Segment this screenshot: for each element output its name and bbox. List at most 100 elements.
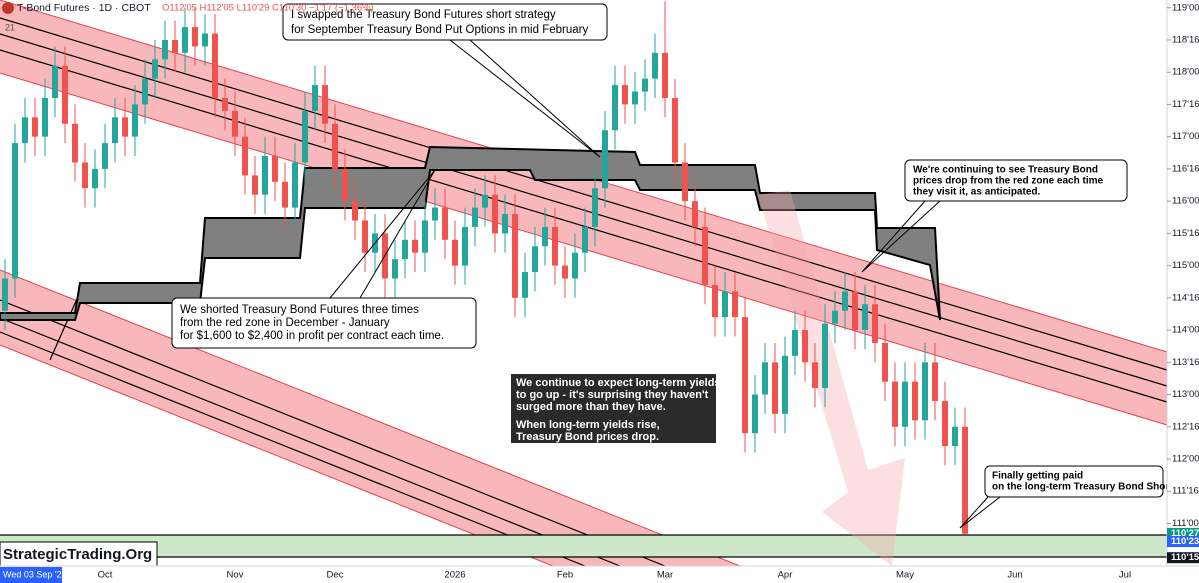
y-tick-label: 118'16 [1172,34,1199,45]
candle-body [802,330,808,363]
price-axis [1167,0,1199,566]
annotation-line: from the red zone in December - January [180,317,390,329]
candle-body [62,65,68,124]
annotation-line: prices drop from the red zone each time [913,176,1103,187]
x-tick-label: 2026 [444,570,465,581]
x-tick-label: Mar [657,570,673,581]
y-tick-label: 111'00 [1172,518,1199,529]
candle-body [912,381,918,421]
candle-body [502,214,508,234]
y-tick-label: 111'16 [1172,486,1199,497]
candle-body [212,33,218,98]
y-tick-label: 119'00 [1172,2,1199,13]
candle-body [42,97,48,137]
candle-body [142,78,148,105]
candle-body [462,226,468,266]
candle-body [472,207,478,227]
x-tick-label: Feb [557,570,573,581]
candle-body [552,226,558,266]
candle-body [282,181,288,208]
trend-arrow [758,190,905,566]
watermark: StrategicTrading.Org [3,546,152,563]
candle-body [482,194,488,208]
candle-body [402,239,408,260]
candle-body [572,252,578,279]
x-tick-label: Dec [327,570,344,581]
candle-body [312,85,318,111]
candle-body [22,117,28,144]
candle-body [652,52,658,79]
candle-body [842,291,848,311]
annotation: Finally getting paid on the long-term Tr… [984,465,1176,498]
y-tick-label: 113'16 [1172,357,1199,368]
candle-body [792,330,798,356]
y-tick-label: 117'16 [1172,99,1199,110]
candle-body [602,130,608,189]
candle-body [922,362,928,421]
annotation-line: When long-term yields rise, [516,419,660,431]
annotation: We're continuing to see Treasury Bond pr… [904,159,1128,202]
price-tag-label: 110'23 [1171,536,1199,547]
y-tick-label: 116'00 [1172,196,1199,207]
candle-body [202,33,208,47]
candle-body [752,394,758,434]
symbol-icon [2,2,14,14]
green-zone [0,534,1167,558]
candle-body [862,304,868,331]
candle-body [902,381,908,427]
candle-body [452,239,458,266]
annotation: We continue to expect long-term yields t… [511,374,721,443]
annotation-line: to go up - it's surprising they haven't [516,389,709,401]
annotation: We shorted Treasury Bond Futures three t… [171,297,477,349]
gray-zone [0,145,941,321]
candle-body [662,52,668,98]
price-tag [1167,528,1199,540]
candle-body [252,175,258,195]
candle-body [632,91,638,105]
candle-body [522,272,528,298]
candle-body [162,39,168,60]
candle-body [242,136,248,176]
candle-body [832,310,838,324]
price-tag [1167,536,1199,548]
candle-body [442,207,448,240]
candle-body [592,188,598,227]
x-tick-label: Oct [98,570,113,581]
candle-body [352,201,358,221]
annotation-line: I swapped the Treasury Bond Futures shor… [291,9,556,21]
candle-body [512,214,518,298]
candle-body [782,355,788,414]
candle-body [622,85,628,105]
candle-body [362,220,368,253]
candle-body [262,156,268,195]
annotation-line: We shorted Treasury Bond Futures three t… [180,304,419,316]
candle-body [412,239,418,253]
symbol: T-Bond Futures · 1D · CBOT [17,2,151,14]
price-tag-label: 110'27 [1171,528,1199,539]
candle-body [492,194,498,234]
x-tick-label: Jun [1007,570,1022,581]
candle-body [292,162,298,208]
y-tick-label: 118'00 [1172,67,1199,78]
crosshair-date-box [0,567,62,583]
y-tick-label: 112'16 [1172,421,1199,432]
y-tick-label: 116'16 [1172,163,1199,174]
y-tick-label: 115'00 [1172,260,1199,271]
annotation-line: Finally getting paid [992,471,1083,482]
y-tick-label: 114'16 [1172,292,1199,303]
y-tick-label: 114'00 [1172,325,1199,336]
annotation: I swapped the Treasury Bond Futures shor… [282,3,608,41]
candle-body [722,291,728,318]
annotation-line: We continue to expect long-term yields [516,377,721,389]
annotation-line: We're continuing to see Treasury Bond [913,165,1098,176]
candle-body [122,117,128,137]
candle-body [612,85,618,131]
candle-body [342,168,348,202]
crosshair-date: Wed 03 Sep '25 [3,569,67,579]
watermark-box [0,541,158,567]
candle-body [812,362,818,389]
candle-body [432,207,438,221]
candle-body [742,317,748,434]
x-tick-label: Jul [1119,570,1131,581]
